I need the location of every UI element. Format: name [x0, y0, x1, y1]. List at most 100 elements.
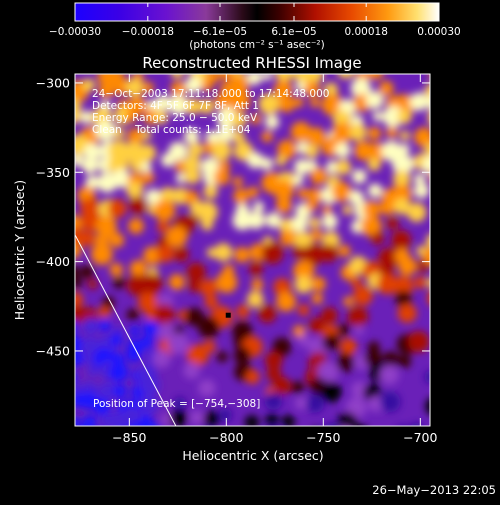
heatmap-blob	[291, 215, 308, 232]
heatmap-blob	[98, 82, 115, 99]
heatmap-blob	[297, 334, 311, 347]
heatmap-layer	[75, 74, 430, 440]
heatmap-blob	[127, 128, 144, 145]
heatmap-blob	[79, 230, 95, 247]
heatmap-blob	[371, 232, 385, 245]
heatmap-blob	[304, 81, 320, 97]
heatmap-blob	[141, 273, 163, 296]
heatmap-blob	[335, 159, 352, 176]
heatmap-blob	[349, 123, 367, 142]
info-line-energy: Energy Range: 25.0 − 50.0 keV	[92, 112, 258, 124]
heatmap-blob	[293, 325, 306, 338]
heatmap-blob	[427, 278, 430, 288]
heatmap-blob	[266, 366, 282, 382]
heatmap-blob	[120, 406, 143, 426]
heatmap-blob	[113, 384, 127, 399]
heatmap-blob	[393, 275, 414, 296]
heatmap-blob	[175, 173, 187, 184]
heatmap-blob	[397, 303, 417, 323]
heatmap-blob	[142, 81, 154, 94]
heatmap-blob	[246, 74, 262, 86]
heatmap-blob	[414, 173, 426, 185]
heatmap-blob	[97, 428, 109, 440]
heatmap-blob	[113, 276, 126, 289]
heatmap-blob	[264, 392, 283, 410]
heatmap-blob	[275, 197, 292, 214]
solar-limb-line	[75, 234, 177, 426]
heatmap-blob	[350, 277, 362, 289]
heatmap-blob	[170, 80, 187, 97]
heatmap-blob	[302, 243, 324, 266]
heatmap-blob	[273, 376, 291, 395]
heatmap-blob	[311, 276, 326, 292]
heatmap-blob	[348, 189, 364, 206]
heatmap-blob	[188, 278, 202, 293]
peak-annotation: Position of Peak = [−754,−308]	[93, 398, 260, 410]
heatmap-blob	[196, 201, 218, 223]
heatmap-blob	[336, 353, 356, 373]
heatmap-blob	[273, 278, 291, 296]
heatmap-blob	[213, 169, 230, 186]
heatmap-blob	[262, 74, 273, 81]
heatmap-blob	[75, 334, 83, 355]
colorbar-unit-label: (photons cm⁻² s⁻¹ asec⁻²)	[189, 39, 324, 51]
heatmap-blob	[128, 218, 144, 234]
heatmap-blob	[167, 332, 190, 355]
heatmap-blob	[273, 180, 294, 201]
heatmap-blob	[409, 92, 429, 112]
colorbar-tick-label: −0.00018	[122, 26, 174, 38]
heatmap-blob	[81, 78, 95, 92]
heatmap-blob	[425, 234, 430, 248]
y-tick-label: −450	[36, 343, 70, 358]
heatmap-blob	[126, 181, 144, 199]
x-tick-label: −850	[112, 430, 146, 445]
heatmap-blob	[427, 111, 430, 124]
heatmap-blob	[201, 80, 213, 92]
heatmap-blob	[261, 130, 273, 143]
heatmap-blob	[75, 416, 81, 426]
heatmap-blob	[310, 229, 323, 241]
heatmap-blob	[261, 242, 284, 264]
heatmap-blob	[188, 142, 204, 158]
heatmap-blob	[153, 199, 176, 221]
heatmap-blob	[129, 196, 147, 215]
heatmap-blob	[95, 215, 117, 238]
heatmap-blob	[214, 243, 233, 262]
heatmap-blob	[183, 128, 200, 144]
heatmap-blob	[321, 93, 344, 116]
heatmap-blob	[185, 98, 202, 115]
heatmap-blob	[216, 351, 228, 363]
heatmap-blob	[338, 244, 351, 257]
heatmap-blob	[429, 74, 430, 77]
info-line-counts: Clean Total counts: 1.1E+04	[92, 124, 251, 136]
heatmap-blob	[183, 155, 201, 173]
heatmap-blob	[253, 201, 265, 213]
heatmap-blob	[247, 186, 259, 198]
heatmap-blob	[184, 190, 199, 205]
heatmap-blob	[427, 291, 430, 305]
heatmap-blob	[205, 130, 220, 145]
peak-marker	[225, 312, 231, 318]
heatmap-blob	[80, 265, 94, 279]
heatmap-blob	[354, 325, 365, 336]
y-axis-label: Heliocentric Y (arcsec)	[12, 180, 27, 320]
heatmap-blob	[129, 325, 140, 337]
heatmap-blob	[249, 261, 263, 276]
heatmap-blob	[80, 424, 93, 426]
heatmap-blob	[425, 398, 430, 415]
heatmap-blob	[273, 79, 293, 99]
heatmap-blob	[233, 188, 249, 204]
heatmap-blob	[340, 338, 357, 355]
heatmap-blob	[414, 127, 430, 148]
heatmap-blob	[156, 244, 175, 263]
heatmap-blob	[379, 364, 399, 385]
heatmap-blob	[87, 364, 99, 377]
heatmap-blob	[424, 83, 430, 100]
heatmap-blob	[281, 415, 295, 426]
heatmap-blob	[81, 157, 99, 174]
heatmap-blob	[245, 369, 260, 384]
heatmap-blob	[199, 98, 215, 115]
heatmap-blob	[353, 140, 374, 161]
heatmap-blob	[258, 92, 281, 115]
info-text-block: 24−Oct−2003 17:11:18.000 to 17:14:48.000…	[92, 88, 329, 410]
